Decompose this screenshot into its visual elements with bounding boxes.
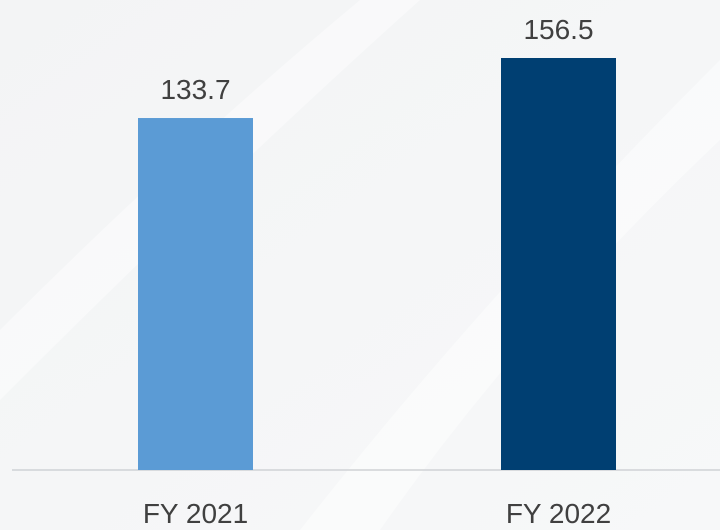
bar — [138, 118, 253, 470]
x-tick-label: FY 2021 — [143, 498, 248, 529]
value-label: 133.7 — [160, 74, 230, 105]
value-label: 156.5 — [523, 14, 593, 45]
bar — [501, 58, 616, 470]
x-tick-label: FY 2022 — [506, 498, 611, 529]
